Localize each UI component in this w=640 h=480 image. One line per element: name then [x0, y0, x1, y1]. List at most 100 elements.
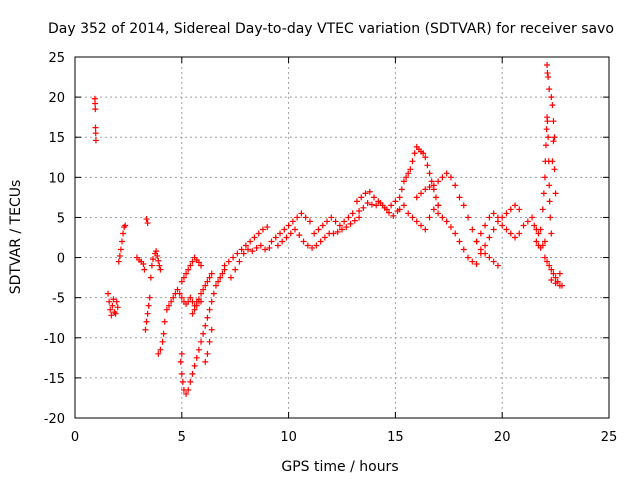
- data-point: [92, 137, 99, 144]
- data-point: [524, 218, 531, 225]
- data-point: [191, 362, 198, 369]
- data-point: [482, 242, 489, 249]
- data-point: [200, 286, 207, 293]
- data-point: [452, 230, 459, 237]
- data-point: [247, 238, 254, 245]
- data-point: [202, 358, 209, 365]
- data-point: [296, 232, 303, 239]
- data-point: [426, 183, 433, 190]
- data-point: [149, 256, 156, 263]
- data-point: [92, 130, 99, 137]
- data-point: [283, 234, 290, 241]
- data-point: [469, 258, 476, 265]
- data-point: [202, 282, 209, 289]
- data-point: [531, 222, 538, 229]
- data-point: [257, 242, 264, 249]
- data-point: [285, 222, 292, 229]
- data-point: [143, 216, 150, 223]
- data-point: [208, 326, 215, 333]
- data-point: [176, 290, 183, 297]
- data-point: [204, 278, 211, 285]
- x-axis-tick-labels: 0 5 10 15 20 25: [71, 430, 617, 445]
- data-point: [204, 350, 211, 357]
- data-point: [400, 178, 407, 185]
- data-point: [400, 202, 407, 209]
- data-point: [544, 62, 551, 69]
- data-point: [405, 170, 412, 177]
- data-point: [545, 134, 552, 141]
- data-point: [377, 200, 384, 207]
- data-point: [178, 294, 185, 301]
- data-point: [396, 194, 403, 201]
- data-point: [339, 226, 345, 233]
- data-point: [215, 278, 222, 285]
- data-point: [264, 224, 271, 231]
- data-point: [547, 214, 554, 221]
- data-point: [516, 230, 523, 237]
- data-point: [185, 386, 192, 393]
- y-tick-label: 15: [48, 131, 65, 146]
- data-point: [232, 266, 239, 273]
- data-point: [219, 270, 226, 277]
- data-point: [447, 224, 454, 231]
- y-tick-label: 0: [57, 252, 65, 267]
- data-point: [332, 218, 339, 225]
- data-point: [552, 274, 559, 281]
- data-point: [242, 242, 249, 249]
- data-point: [160, 330, 167, 337]
- y-tick-label: 5: [57, 211, 65, 226]
- data-point: [390, 212, 397, 219]
- x-tick-label: 0: [71, 430, 79, 445]
- data-point: [334, 228, 341, 235]
- data-point: [156, 262, 163, 269]
- data-point: [341, 218, 348, 225]
- data-point: [443, 170, 450, 177]
- data-point: [309, 244, 316, 251]
- data-point: [516, 206, 523, 213]
- y-tick-label: 25: [48, 51, 65, 66]
- data-point: [543, 126, 550, 133]
- data-point: [366, 188, 373, 195]
- data-point: [294, 214, 301, 221]
- data-point: [550, 138, 557, 145]
- data-point: [422, 226, 429, 233]
- data-point: [225, 258, 232, 265]
- data-point: [144, 220, 151, 227]
- data-point: [529, 214, 536, 221]
- data-point: [212, 282, 219, 289]
- data-point: [486, 214, 493, 221]
- data-point: [552, 280, 559, 287]
- data-point: [356, 208, 363, 215]
- y-tick-label: -20: [44, 412, 65, 427]
- chart-title: Day 352 of 2014, Sidereal Day-to-day VTE…: [48, 21, 614, 37]
- data-point: [193, 302, 200, 309]
- data-point: [368, 201, 375, 208]
- data-point: [189, 370, 196, 377]
- data-point: [545, 74, 552, 81]
- data-point: [304, 242, 311, 249]
- data-point: [473, 238, 480, 245]
- data-point: [144, 310, 151, 317]
- data-point: [178, 350, 185, 357]
- data-point: [542, 142, 549, 149]
- data-point: [507, 206, 514, 213]
- data-point: [503, 210, 510, 217]
- data-point: [539, 242, 546, 249]
- data-point: [541, 174, 548, 181]
- x-tick-label: 10: [280, 430, 297, 445]
- data-point: [548, 94, 555, 101]
- data-point: [168, 298, 175, 305]
- data-point: [195, 298, 202, 305]
- data-point: [183, 270, 190, 277]
- data-point: [546, 198, 553, 205]
- data-point: [198, 290, 205, 297]
- data-point: [405, 210, 412, 217]
- data-point: [319, 222, 326, 229]
- data-point: [413, 218, 420, 225]
- y-tick-label: -10: [44, 332, 65, 347]
- data-point: [358, 194, 365, 201]
- data-point: [398, 186, 405, 193]
- data-point: [122, 222, 129, 229]
- data-point: [300, 238, 307, 245]
